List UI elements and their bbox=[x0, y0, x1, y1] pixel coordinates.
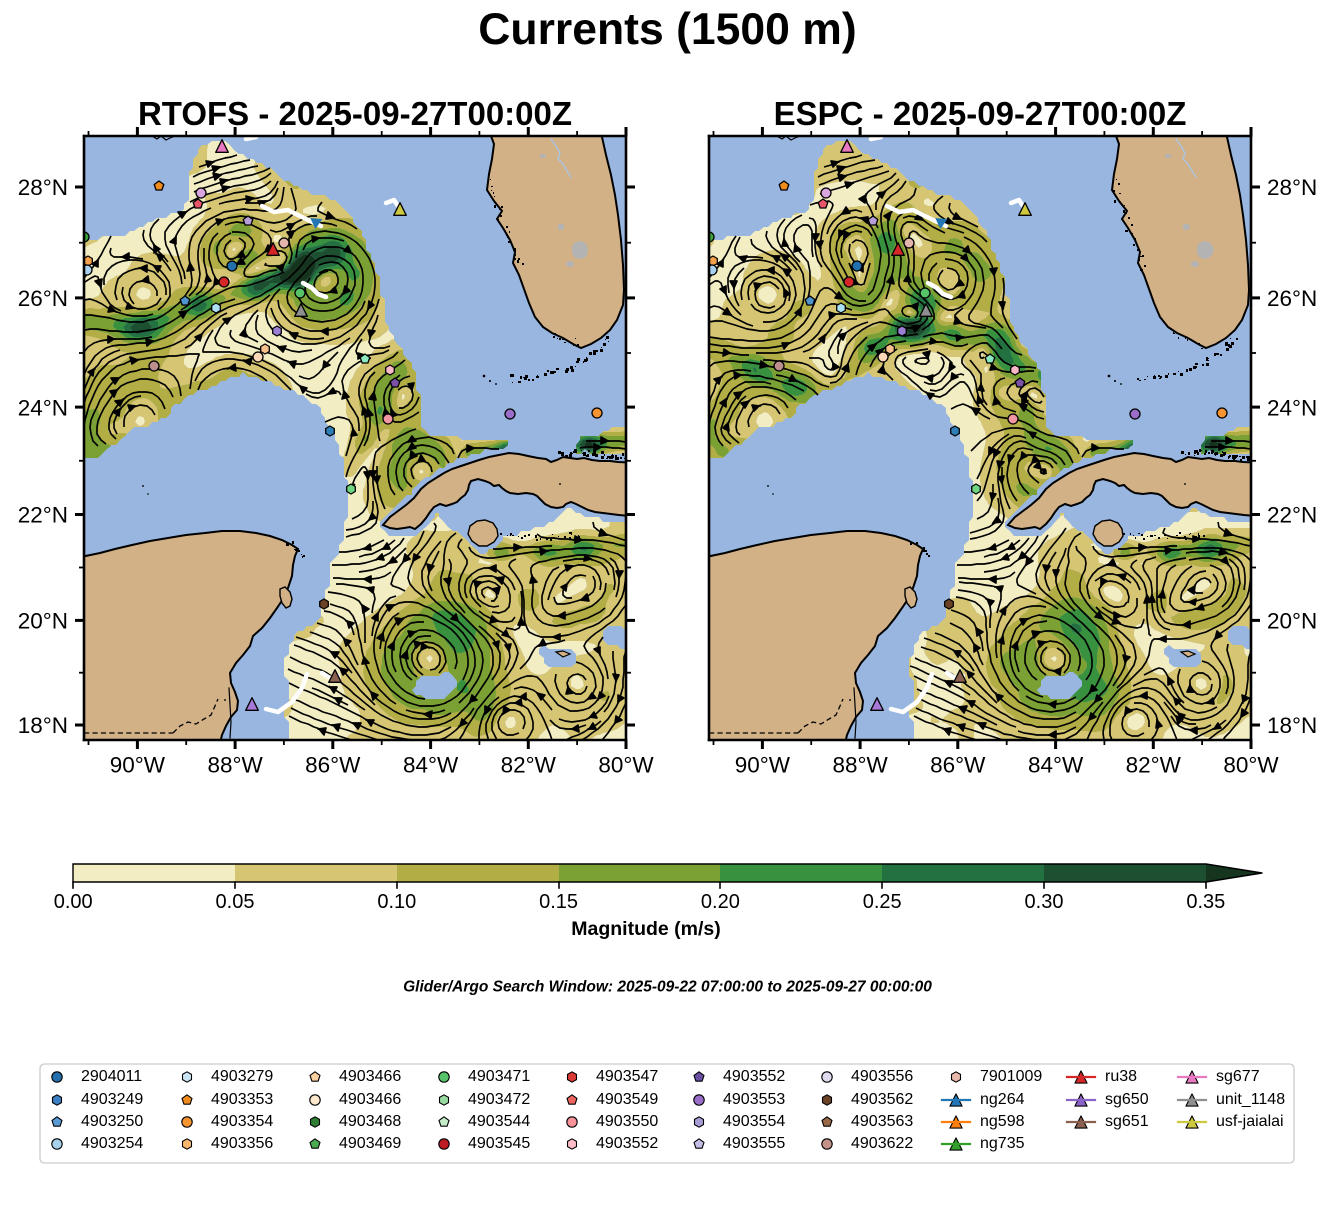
svg-text:4903550: 4903550 bbox=[596, 1113, 658, 1130]
svg-text:18°N: 18°N bbox=[18, 713, 68, 738]
svg-text:4903466: 4903466 bbox=[339, 1068, 401, 1085]
svg-text:0.25: 0.25 bbox=[863, 891, 902, 913]
svg-text:28°N: 28°N bbox=[1267, 175, 1317, 200]
svg-text:86°W: 86°W bbox=[930, 752, 986, 777]
svg-text:4903547: 4903547 bbox=[596, 1068, 658, 1085]
svg-text:0.35: 0.35 bbox=[1186, 891, 1225, 913]
svg-text:Glider/Argo Search Window: 202: Glider/Argo Search Window: 2025-09-22 07… bbox=[403, 979, 932, 996]
svg-text:4903553: 4903553 bbox=[723, 1091, 785, 1108]
svg-text:28°N: 28°N bbox=[18, 175, 68, 200]
svg-text:80°W: 80°W bbox=[1223, 752, 1279, 777]
svg-text:4903554: 4903554 bbox=[723, 1113, 785, 1130]
svg-text:0.10: 0.10 bbox=[377, 891, 416, 913]
svg-text:4903563: 4903563 bbox=[851, 1113, 913, 1130]
svg-text:80°W: 80°W bbox=[598, 752, 654, 777]
svg-text:4903354: 4903354 bbox=[211, 1113, 273, 1130]
svg-text:0.15: 0.15 bbox=[539, 891, 578, 913]
svg-text:18°N: 18°N bbox=[1267, 713, 1317, 738]
svg-text:24°N: 24°N bbox=[18, 395, 68, 420]
svg-text:RTOFS - 2025-09-27T00:00Z: RTOFS - 2025-09-27T00:00Z bbox=[138, 95, 572, 132]
svg-text:sg651: sg651 bbox=[1105, 1113, 1149, 1130]
svg-text:0.05: 0.05 bbox=[216, 891, 255, 913]
svg-text:4903250: 4903250 bbox=[81, 1113, 143, 1130]
svg-text:4903622: 4903622 bbox=[851, 1135, 913, 1152]
svg-text:26°N: 26°N bbox=[18, 286, 68, 311]
svg-text:84°W: 84°W bbox=[403, 752, 459, 777]
svg-text:90°W: 90°W bbox=[110, 752, 166, 777]
svg-text:ESPC - 2025-09-27T00:00Z: ESPC - 2025-09-27T00:00Z bbox=[774, 95, 1187, 132]
svg-text:22°N: 22°N bbox=[18, 503, 68, 528]
svg-text:4903468: 4903468 bbox=[339, 1113, 401, 1130]
svg-text:22°N: 22°N bbox=[1267, 503, 1317, 528]
svg-text:4903254: 4903254 bbox=[81, 1135, 143, 1152]
svg-text:4903555: 4903555 bbox=[723, 1135, 785, 1152]
svg-text:4903279: 4903279 bbox=[211, 1068, 273, 1085]
svg-text:0.20: 0.20 bbox=[701, 891, 740, 913]
svg-text:4903556: 4903556 bbox=[851, 1068, 913, 1085]
svg-text:4903545: 4903545 bbox=[468, 1135, 530, 1152]
svg-text:Currents (1500 m): Currents (1500 m) bbox=[478, 5, 856, 54]
svg-text:ng264: ng264 bbox=[980, 1091, 1025, 1108]
svg-text:unit_1148: unit_1148 bbox=[1216, 1091, 1285, 1108]
svg-text:24°N: 24°N bbox=[1267, 395, 1317, 420]
svg-text:88°W: 88°W bbox=[832, 752, 888, 777]
svg-text:4903544: 4903544 bbox=[468, 1113, 530, 1130]
svg-text:4903249: 4903249 bbox=[81, 1091, 143, 1108]
svg-text:84°W: 84°W bbox=[1028, 752, 1084, 777]
svg-text:90°W: 90°W bbox=[735, 752, 791, 777]
svg-text:usf-jaialai: usf-jaialai bbox=[1216, 1113, 1284, 1130]
svg-text:82°W: 82°W bbox=[1126, 752, 1182, 777]
svg-text:ng735: ng735 bbox=[980, 1135, 1025, 1152]
svg-text:0.00: 0.00 bbox=[54, 891, 93, 913]
svg-text:0.30: 0.30 bbox=[1025, 891, 1064, 913]
svg-text:4903549: 4903549 bbox=[596, 1091, 658, 1108]
svg-text:86°W: 86°W bbox=[305, 752, 361, 777]
svg-text:sg650: sg650 bbox=[1105, 1091, 1149, 1108]
svg-text:4903562: 4903562 bbox=[851, 1091, 913, 1108]
svg-text:2904011: 2904011 bbox=[81, 1068, 142, 1085]
svg-text:4903471: 4903471 bbox=[468, 1068, 530, 1085]
svg-text:Magnitude (m/s): Magnitude (m/s) bbox=[571, 918, 721, 940]
svg-text:ng598: ng598 bbox=[980, 1113, 1025, 1130]
svg-text:4903552: 4903552 bbox=[596, 1135, 658, 1152]
svg-text:4903356: 4903356 bbox=[211, 1135, 273, 1152]
svg-text:4903353: 4903353 bbox=[211, 1091, 273, 1108]
svg-text:4903466: 4903466 bbox=[339, 1091, 401, 1108]
svg-text:sg677: sg677 bbox=[1216, 1068, 1260, 1085]
svg-text:26°N: 26°N bbox=[1267, 286, 1317, 311]
svg-text:20°N: 20°N bbox=[1267, 609, 1317, 634]
svg-text:4903552: 4903552 bbox=[723, 1068, 785, 1085]
svg-text:20°N: 20°N bbox=[18, 609, 68, 634]
svg-text:4903472: 4903472 bbox=[468, 1091, 530, 1108]
svg-text:7901009: 7901009 bbox=[980, 1068, 1042, 1085]
svg-text:ru38: ru38 bbox=[1105, 1068, 1137, 1085]
svg-text:88°W: 88°W bbox=[207, 752, 263, 777]
svg-text:4903469: 4903469 bbox=[339, 1135, 401, 1152]
svg-text:82°W: 82°W bbox=[501, 752, 557, 777]
